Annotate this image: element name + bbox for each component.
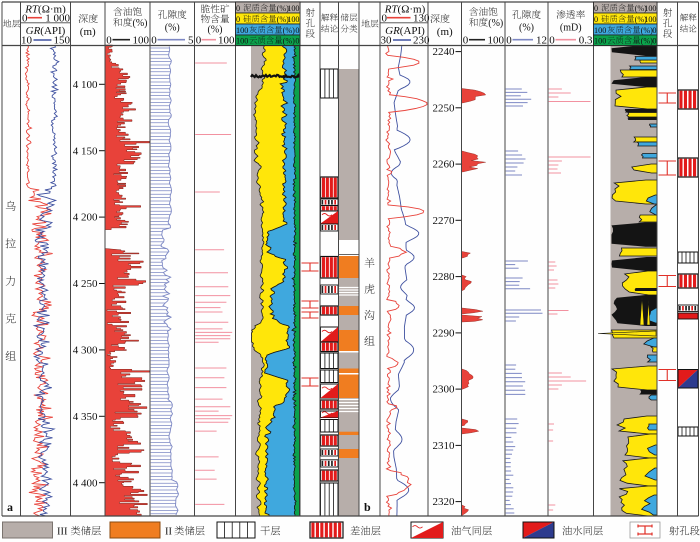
svg-text:0: 0 [549,34,555,46]
svg-text:100: 100 [594,26,606,35]
svg-text:GR(API): GR(API) [385,25,425,37]
svg-text:(%): (%) [283,26,296,35]
svg-text:III: III [57,527,68,538]
svg-text:0: 0 [106,34,112,46]
svg-text:2290: 2290 [433,328,456,340]
svg-text:4 250: 4 250 [73,278,98,290]
svg-text:0: 0 [22,12,28,24]
svg-text:100: 100 [287,4,299,13]
svg-text:0: 0 [236,4,240,13]
svg-text:2250: 2250 [433,102,456,114]
svg-text:0: 0 [295,36,299,45]
svg-text:(%): (%) [277,4,290,13]
svg-text:100: 100 [287,15,299,24]
svg-text:100: 100 [236,36,248,45]
svg-text:100: 100 [594,36,606,45]
svg-text:5: 5 [188,34,194,46]
svg-text:0: 0 [151,34,157,46]
svg-text:150: 150 [54,35,71,47]
svg-text:RT(Ω·m): RT(Ω·m) [384,4,426,16]
svg-text:(%): (%) [635,4,648,13]
svg-text:GR(API): GR(API) [26,25,66,37]
svg-text:b: b [364,500,371,514]
svg-text:100: 100 [644,4,656,13]
svg-text:2300: 2300 [433,384,456,396]
svg-text:4 400: 4 400 [73,477,98,489]
svg-text:(%): (%) [641,26,654,35]
svg-text:(%): (%) [283,36,296,45]
svg-text:4 200: 4 200 [73,212,98,224]
svg-text:(%): (%) [635,15,648,24]
svg-text:(%): (%) [165,22,180,33]
svg-text:0: 0 [236,15,240,24]
svg-text:II: II [165,527,172,538]
svg-text:12: 12 [536,34,547,46]
svg-text:0: 0 [382,12,388,24]
svg-text:0: 0 [652,36,656,45]
svg-text:RT(Ω·m): RT(Ω·m) [24,4,66,16]
svg-text:2280: 2280 [433,271,456,283]
svg-text:4 300: 4 300 [73,345,98,357]
svg-text:(%): (%) [488,18,503,29]
svg-text:1 000: 1 000 [45,12,70,24]
svg-text:0.3: 0.3 [579,34,593,46]
svg-text:0: 0 [463,34,469,46]
svg-text:2260: 2260 [433,159,456,171]
svg-text:130: 130 [413,12,430,24]
svg-text:2270: 2270 [433,215,456,227]
svg-text:0: 0 [594,15,598,24]
svg-text:4 350: 4 350 [73,411,98,423]
svg-text:100: 100 [644,15,656,24]
svg-text:(m): (m) [80,26,96,38]
svg-text:4 150: 4 150 [73,145,98,157]
svg-text:4 100: 4 100 [73,79,98,91]
svg-text:0: 0 [594,4,598,13]
svg-text:100: 100 [236,26,248,35]
svg-text:(%): (%) [133,18,148,29]
svg-text:2320: 2320 [433,496,456,508]
svg-text:(%): (%) [208,24,223,35]
svg-text:230: 230 [413,35,430,47]
svg-text:100: 100 [218,34,235,46]
svg-text:10: 10 [21,35,33,47]
svg-text:(%): (%) [519,22,534,33]
svg-text:(mD): (mD) [560,22,582,33]
svg-text:100: 100 [488,34,505,46]
svg-text:30: 30 [381,35,393,47]
svg-text:2240: 2240 [433,46,456,58]
svg-text:a: a [7,500,13,514]
svg-text:2310: 2310 [433,440,456,452]
svg-text:0: 0 [295,26,299,35]
svg-text:(%): (%) [277,15,290,24]
svg-text:100: 100 [133,34,150,46]
svg-text:(%): (%) [641,36,654,45]
svg-text:(m): (m) [437,26,453,38]
svg-text:0: 0 [506,34,512,46]
svg-text:0: 0 [652,26,656,35]
svg-text:0: 0 [196,34,202,46]
